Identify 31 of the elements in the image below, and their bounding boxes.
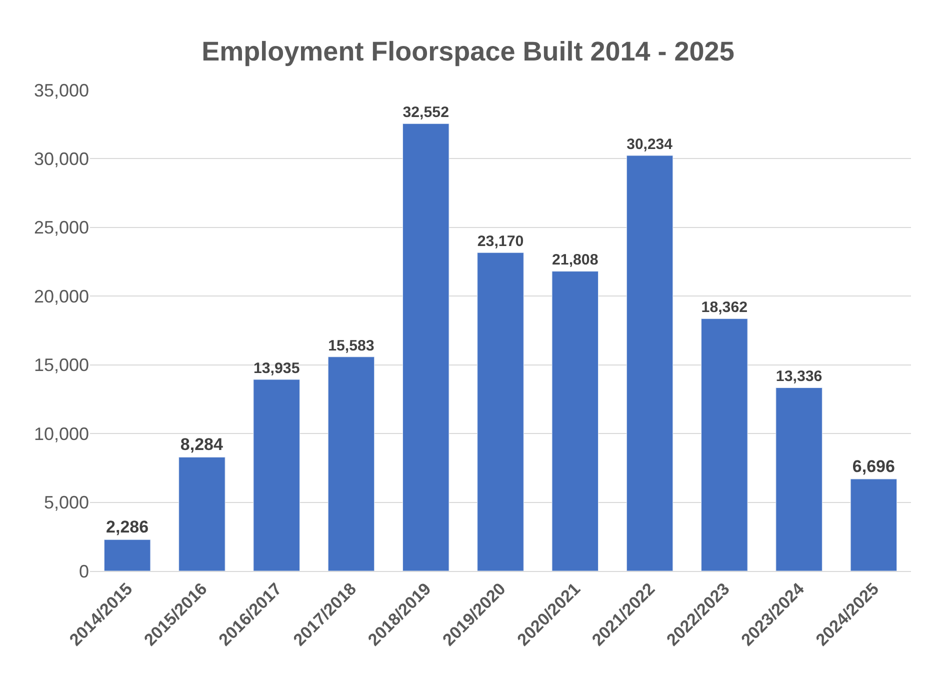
y-tick-label: 35,000 bbox=[34, 80, 89, 100]
data-label: 13,935 bbox=[253, 360, 300, 377]
bar bbox=[701, 318, 748, 571]
bar bbox=[477, 252, 524, 571]
data-label: 30,234 bbox=[626, 136, 674, 153]
data-label: 18,362 bbox=[701, 299, 748, 316]
y-tick-label: 30,000 bbox=[34, 149, 89, 170]
data-label: 21,808 bbox=[552, 252, 598, 269]
bar bbox=[328, 356, 375, 571]
bar bbox=[850, 478, 898, 571]
y-tick-label: 5,000 bbox=[44, 492, 89, 513]
y-tick-label: 10,000 bbox=[34, 424, 89, 444]
bar bbox=[776, 387, 822, 571]
bar bbox=[626, 155, 674, 571]
bar bbox=[253, 379, 300, 571]
y-tick-label: 25,000 bbox=[34, 218, 89, 238]
data-label: 23,170 bbox=[477, 233, 524, 250]
bar bbox=[104, 539, 151, 571]
data-label: 32,552 bbox=[402, 104, 449, 122]
data-label: 15,583 bbox=[328, 337, 374, 354]
bar bbox=[402, 123, 450, 571]
data-label: 2,286 bbox=[106, 518, 149, 537]
y-tick-label: 20,000 bbox=[34, 286, 89, 306]
y-tick-label: 0 bbox=[78, 561, 89, 582]
data-label: 6,696 bbox=[852, 456, 895, 476]
chart-title: Employment Floorspace Built 2014 - 2025 bbox=[202, 36, 734, 66]
bar bbox=[178, 456, 226, 571]
bar bbox=[552, 271, 599, 571]
y-tick-label: 15,000 bbox=[34, 355, 89, 376]
data-label: 13,336 bbox=[776, 368, 822, 386]
data-label: 8,284 bbox=[180, 435, 224, 454]
